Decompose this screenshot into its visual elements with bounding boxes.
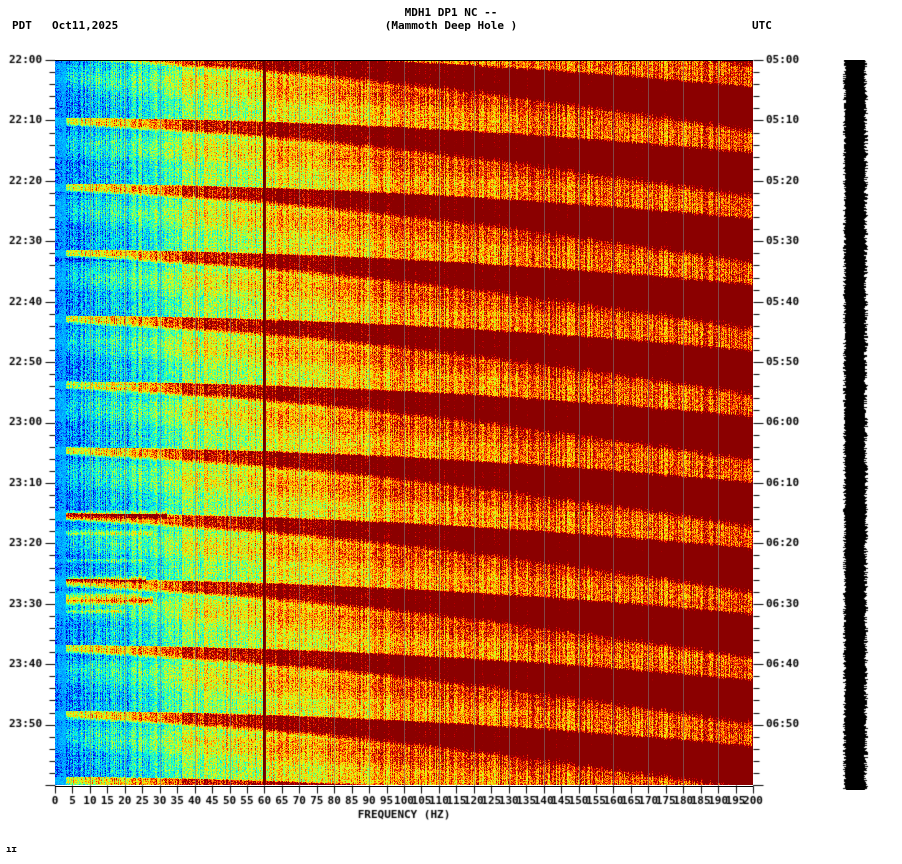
- spectrogram-plot-area: [55, 60, 753, 787]
- corner-mark: ıɪ: [6, 845, 17, 855]
- amplitude-trace: [840, 60, 880, 790]
- station-title: MDH1 DP1 NC --: [404, 6, 498, 19]
- timezone-label-right: UTC: [752, 19, 772, 32]
- date-label: Oct11,2025: [52, 19, 119, 32]
- time-axis-left: [0, 50, 55, 810]
- frequency-axis-bottom: [0, 783, 902, 845]
- spectrogram-image: [55, 60, 753, 785]
- station-subtitle: (Mammoth Deep Hole ): [384, 19, 518, 32]
- timezone-label-left: PDT: [12, 19, 32, 32]
